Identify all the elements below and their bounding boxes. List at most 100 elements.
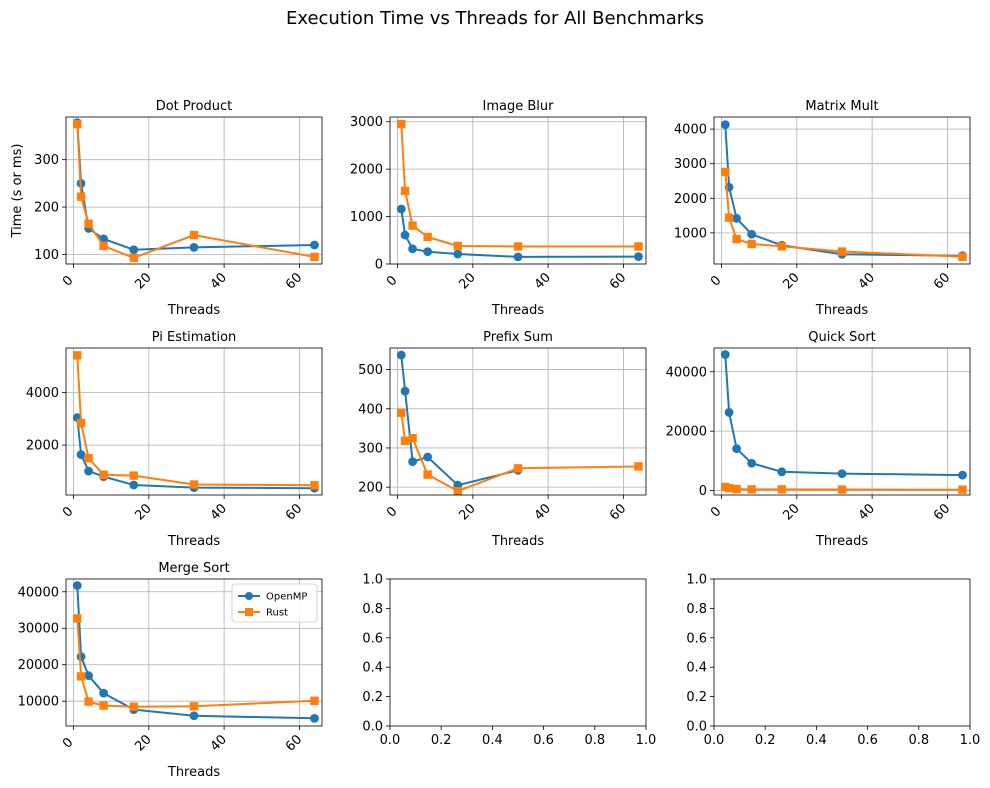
data-point-rust: [408, 433, 417, 443]
data-point-openmp: [720, 120, 730, 130]
data-point-rust: [84, 219, 93, 228]
subplot-pi-estimation: 0 20 40 60 2000 4000 Pi Estimation Threads: [26, 330, 323, 549]
axes-frame: [713, 347, 971, 496]
data-point-rust: [721, 167, 730, 177]
data-point-openmp: [84, 466, 93, 476]
y-tick-label: 0.2: [686, 690, 707, 705]
x-tick-label: 0.4: [482, 733, 503, 748]
data-point-rust: [400, 436, 410, 446]
plot-area: [72, 351, 319, 493]
x-tick-label: 0.6: [857, 733, 878, 748]
data-point-openmp: [634, 252, 643, 262]
data-point-rust: [99, 470, 108, 479]
x-tick-label: 0.0: [704, 733, 725, 748]
data-point-openmp: [84, 671, 93, 681]
legend-marker-openmp: [245, 592, 253, 600]
data-point-openmp: [408, 244, 417, 254]
x-tick-label: 0: [60, 273, 76, 289]
x-axis-label: Threads: [815, 534, 868, 549]
subplot-image-blur: 0 20 40 60 0 1000 2000 3000 Image Blur Threads: [350, 99, 647, 318]
y-tick-label: 0.0: [686, 720, 707, 735]
data-point-rust: [453, 486, 462, 496]
axes-frame: [713, 578, 971, 727]
data-point-rust: [310, 696, 319, 706]
x-tick-label: 0.0: [380, 733, 401, 748]
plot-area: [720, 350, 967, 494]
data-point-rust: [99, 241, 108, 251]
data-point-rust: [732, 234, 741, 244]
data-point-openmp: [72, 581, 82, 590]
y-tick-label: 4000: [26, 386, 59, 401]
data-point-rust: [84, 454, 93, 463]
subplot-title: Image Blur: [483, 99, 555, 114]
y-tick-label: 30000: [18, 622, 59, 637]
x-tick-label: 60: [283, 732, 305, 754]
data-point-openmp: [408, 457, 417, 467]
y-tick-label: 0.8: [362, 602, 383, 617]
series-line-rust: [724, 171, 963, 258]
legend-label: OpenMP: [266, 592, 307, 603]
x-tick-label: 40: [856, 270, 878, 292]
axes-frame: [389, 347, 647, 496]
y-tick-label: 400: [358, 402, 383, 417]
subplot-matrix-mult: 0 20 40 60 1000 2000 3000 4000 Matrix Mult Thread…: [674, 99, 971, 318]
legend: OpenMP Rust: [231, 583, 318, 623]
x-tick-label: 20: [780, 501, 802, 523]
data-point-rust: [747, 485, 756, 494]
x-tick-label: 20: [456, 501, 478, 523]
data-point-openmp: [396, 204, 406, 214]
x-axis-label: Threads: [167, 534, 220, 549]
data-point-openmp: [76, 450, 86, 459]
x-axis-label: Threads: [815, 303, 868, 318]
data-point-rust: [73, 351, 82, 360]
y-tick-label: 20000: [18, 658, 59, 673]
data-point-openmp: [99, 688, 109, 698]
x-tick-label: 60: [607, 270, 629, 292]
legend-label: Rust: [266, 608, 288, 619]
series-line-rust: [400, 124, 639, 248]
data-point-openmp: [513, 252, 523, 262]
data-point-rust: [958, 252, 967, 261]
axes-frame: [389, 578, 647, 727]
subplot-prefix-sum: 0 20 40 60 200 300 400 500 Prefix Sum Threads: [358, 330, 647, 549]
x-tick-label: 20: [456, 270, 478, 292]
x-axis-label: Threads: [491, 303, 544, 318]
data-point-rust: [129, 471, 138, 480]
x-tick-label: 40: [208, 501, 230, 523]
series-line-openmp: [76, 417, 315, 490]
y-tick-label: 300: [34, 153, 59, 168]
data-point-openmp: [747, 229, 757, 239]
data-point-openmp: [724, 408, 734, 417]
y-tick-label: 10000: [18, 695, 59, 710]
axes-frame: [65, 578, 323, 727]
data-point-rust: [84, 697, 93, 706]
y-tick-label: 0: [375, 258, 383, 273]
y-tick-label: 40000: [18, 585, 59, 600]
legend-marker-rust: [245, 608, 253, 616]
data-point-openmp: [129, 245, 139, 255]
x-tick-label: 1.0: [636, 733, 657, 748]
x-tick-label: 40: [208, 270, 230, 292]
data-point-rust: [423, 232, 432, 242]
x-axis-label: Threads: [491, 534, 544, 549]
axes-frame: [713, 116, 971, 265]
plot-area: [396, 119, 643, 262]
x-tick-label: 0: [60, 735, 76, 751]
data-point-rust: [189, 230, 199, 240]
data-point-rust: [189, 702, 199, 711]
x-tick-label: 60: [607, 501, 629, 523]
axes-frame: [65, 116, 323, 265]
x-tick-label: 20: [132, 732, 154, 754]
subplot-title: Dot Product: [156, 99, 233, 114]
axes-frame: [389, 116, 647, 265]
data-point-openmp: [129, 480, 139, 490]
x-tick-label: 40: [532, 501, 554, 523]
data-point-rust: [777, 485, 786, 494]
plot-area: [720, 120, 967, 261]
x-tick-label: 60: [931, 270, 953, 292]
x-tick-label: 0.8: [908, 733, 929, 748]
data-point-openmp: [189, 711, 199, 721]
y-tick-label: 1.0: [362, 573, 383, 588]
series-line-openmp: [400, 354, 519, 487]
y-tick-label: 2000: [26, 439, 59, 454]
